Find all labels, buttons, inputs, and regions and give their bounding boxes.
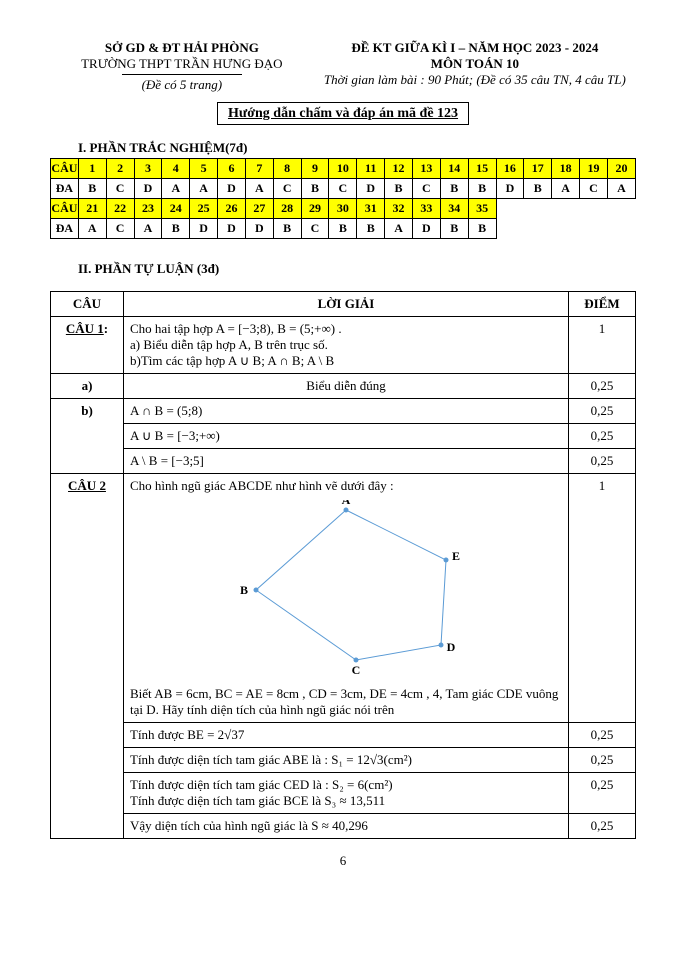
svg-text:A: A	[342, 500, 351, 507]
cau1-content: Cho hai tập hợp A = [−3;8), B = (5;+∞) .…	[124, 317, 569, 374]
header-left: SỞ GD & ĐT HẢI PHÒNG TRƯỜNG THPT TRẦN HƯ…	[50, 40, 314, 93]
sol-head-diem: ĐIỂM	[569, 292, 636, 317]
cau1a-pt: 0,25	[569, 374, 636, 399]
subject-line: MÔN TOÁN 10	[314, 56, 636, 72]
main-title: Hướng dẫn chấm và đáp án mã đề 123	[217, 102, 469, 125]
mc-head-da: ĐA	[51, 179, 79, 199]
dept-line: SỞ GD & ĐT HẢI PHÒNG	[50, 40, 314, 56]
cau2-r3pt: 0,25	[569, 773, 636, 814]
cau2-label: CÂU 2	[68, 478, 106, 493]
cau2-r1pt: 0,25	[569, 723, 636, 748]
exam-title: ĐỀ KT GIỮA KÌ I – NĂM HỌC 2023 - 2024	[314, 40, 636, 56]
cau1-line3: b)Tìm các tập hợp A ∪ B; A ∩ B; A \ B	[130, 353, 562, 369]
cau2-r4pt: 0,25	[569, 814, 636, 839]
page-number: 6	[50, 853, 636, 869]
sol-head-loigiai: LỜI GIẢI	[124, 292, 569, 317]
svg-text:C: C	[352, 663, 361, 677]
cau2-content: Cho hình ngũ giác ABCDE như hình vẽ dưới…	[124, 474, 569, 723]
mc-head-cau: CÂU	[51, 159, 79, 179]
cau2-given: Biết AB = 6cm, BC = AE = 8cm , CD = 3cm,…	[130, 686, 562, 718]
cau2-pt: 1	[569, 474, 636, 723]
cau2-r3: Tính được diện tích tam giác CED là : S₂…	[124, 773, 569, 814]
cau2-intro: Cho hình ngũ giác ABCDE như hình vẽ dưới…	[130, 478, 562, 494]
mc-head-cau2: CÂU	[51, 199, 79, 219]
sol-head-cau: CÂU	[51, 292, 124, 317]
cau1b-text1: A ∩ B = (5;8)	[124, 399, 569, 424]
cau1b-label: b)	[51, 399, 124, 474]
cau2-r3b: Tính được diện tích tam giác BCE là S₃ ≈…	[130, 793, 562, 809]
cau1b-pt2: 0,25	[569, 424, 636, 449]
header-divider	[122, 74, 242, 75]
school-line: TRƯỜNG THPT TRẦN HƯNG ĐẠO	[50, 56, 314, 72]
cau1a-label: a)	[51, 374, 124, 399]
cau1-label: CÂU 1	[66, 321, 104, 336]
solution-table: CÂU LỜI GIẢI ĐIỂM CÂU 1: Cho hai tập hợp…	[50, 291, 636, 839]
pentagon-diagram: A B C D E	[196, 500, 496, 680]
pages-note: (Đề có 5 trang)	[50, 77, 314, 93]
cau2-r3a: Tính được diện tích tam giác CED là : S₂…	[130, 777, 562, 793]
document-header: SỞ GD & ĐT HẢI PHÒNG TRƯỜNG THPT TRẦN HƯ…	[50, 40, 636, 93]
cau1b-pt3: 0,25	[569, 449, 636, 474]
main-title-box: Hướng dẫn chấm và đáp án mã đề 123	[50, 105, 636, 122]
cau1a-text: Biểu diễn đúng	[124, 374, 569, 399]
cau1b-text2: A ∪ B = [−3;+∞)	[124, 424, 569, 449]
header-right: ĐỀ KT GIỮA KÌ I – NĂM HỌC 2023 - 2024 MÔ…	[314, 40, 636, 93]
mc-head-da2: ĐA	[51, 219, 79, 239]
cau1b-text3: A \ B = [−3;5]	[124, 449, 569, 474]
svg-text:B: B	[240, 583, 248, 597]
svg-text:D: D	[447, 640, 456, 654]
svg-text:E: E	[452, 549, 460, 563]
cau1-line1: Cho hai tập hợp A = [−3;8), B = (5;+∞) .	[130, 321, 562, 337]
cau1b-pt1: 0,25	[569, 399, 636, 424]
cau1-points: 1	[569, 317, 636, 374]
cau1-line2: a) Biểu diễn tập hợp A, B trên trục số.	[130, 337, 562, 353]
mc-answer-table: CÂU 1234567891011121314151617181920 ĐA B…	[50, 158, 636, 239]
section-2-title: II. PHẦN TỰ LUẬN (3đ)	[78, 261, 636, 277]
section-1-title: I. PHẦN TRẮC NGHIỆM(7đ)	[78, 140, 636, 156]
cau2-r4: Vậy diện tích của hình ngũ giác là S ≈ 4…	[124, 814, 569, 839]
cau2-r2: Tính được diện tích tam giác ABE là : S₁…	[124, 748, 569, 773]
cau2-r1: Tính được BE = 2√37	[124, 723, 569, 748]
cau2-r2pt: 0,25	[569, 748, 636, 773]
time-line: Thời gian làm bài : 90 Phút; (Đề có 35 c…	[314, 72, 636, 88]
